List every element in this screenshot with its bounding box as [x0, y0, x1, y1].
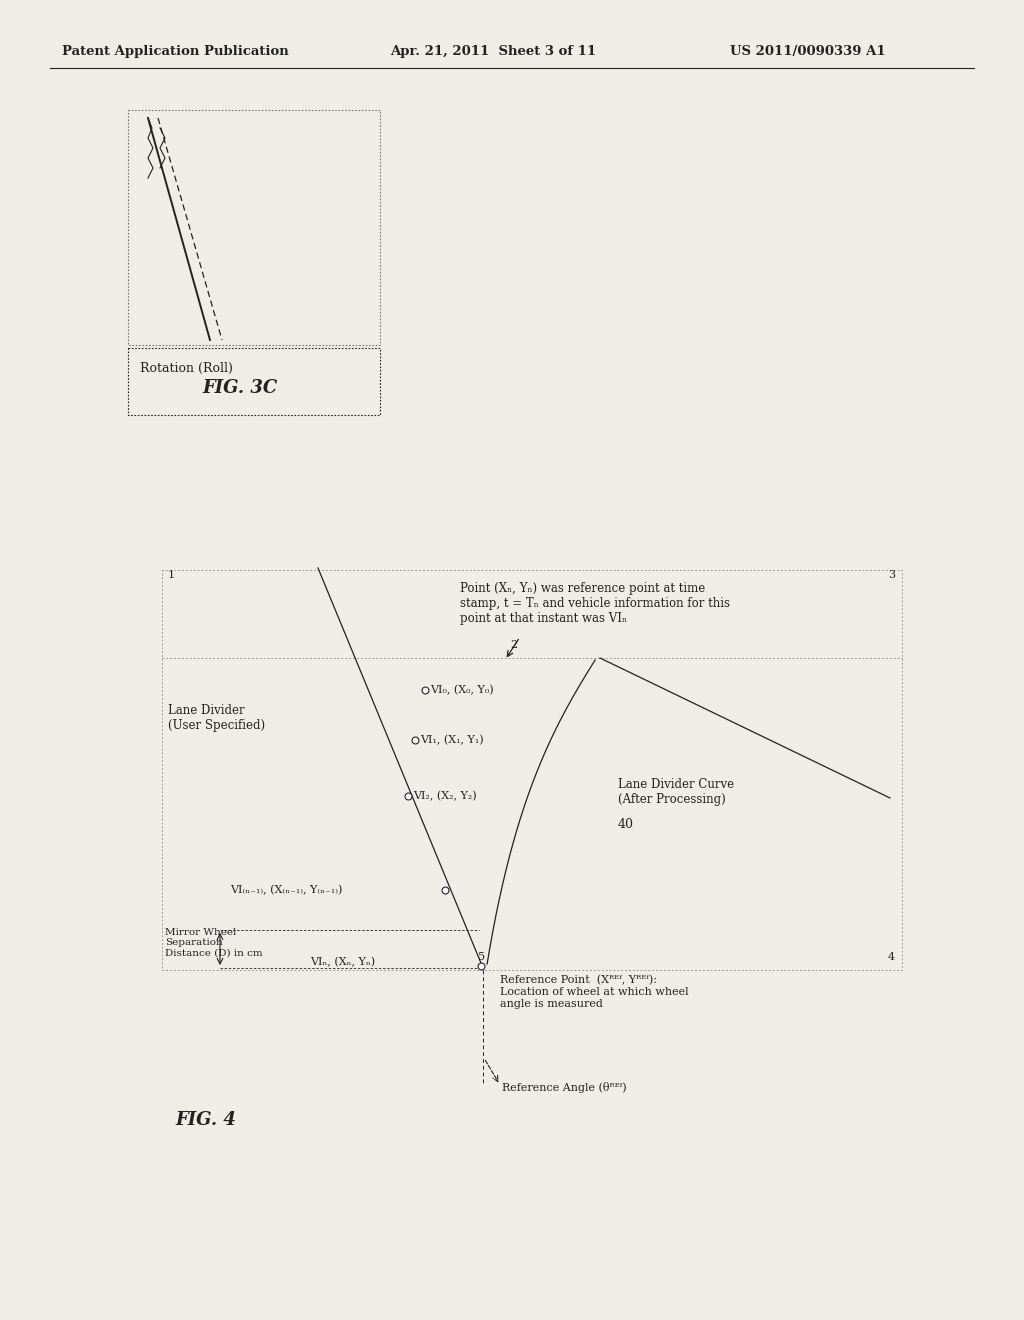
- Text: 1: 1: [168, 570, 175, 579]
- Text: Reference Angle (θᴿᴱᶠ): Reference Angle (θᴿᴱᶠ): [502, 1082, 627, 1093]
- Text: Lane Divider
(User Specified): Lane Divider (User Specified): [168, 704, 265, 733]
- Text: VIₙ, (Xₙ, Yₙ): VIₙ, (Xₙ, Yₙ): [310, 957, 375, 968]
- Text: FIG. 3C: FIG. 3C: [203, 379, 278, 397]
- Text: Reference Point  (Xᴿᴱᶠ, Yᴿᴱᶠ):
Location of wheel at which wheel
angle is measure: Reference Point (Xᴿᴱᶠ, Yᴿᴱᶠ): Location o…: [500, 975, 688, 1008]
- Text: Rotation (Roll): Rotation (Roll): [140, 362, 232, 375]
- Text: 2: 2: [510, 640, 517, 649]
- Text: Apr. 21, 2011  Sheet 3 of 11: Apr. 21, 2011 Sheet 3 of 11: [390, 45, 596, 58]
- Text: 3: 3: [888, 570, 895, 579]
- Text: US 2011/0090339 A1: US 2011/0090339 A1: [730, 45, 886, 58]
- Text: VI₁, (X₁, Y₁): VI₁, (X₁, Y₁): [420, 735, 483, 746]
- Text: Mirror Wheel
Separation
Distance (D) in cm: Mirror Wheel Separation Distance (D) in …: [165, 928, 262, 958]
- Text: VI₀, (X₀, Y₀): VI₀, (X₀, Y₀): [430, 685, 494, 696]
- Text: VI₍ₙ₋₁₎, (X₍ₙ₋₁₎, Y₍ₙ₋₁₎): VI₍ₙ₋₁₎, (X₍ₙ₋₁₎, Y₍ₙ₋₁₎): [230, 884, 342, 895]
- Text: Lane Divider Curve
(After Processing): Lane Divider Curve (After Processing): [618, 777, 734, 807]
- Text: 5: 5: [478, 952, 485, 962]
- Text: Point (Xₙ, Yₙ) was reference point at time
stamp, t = Tₙ and vehicle information: Point (Xₙ, Yₙ) was reference point at ti…: [460, 582, 730, 624]
- Text: FIG. 4: FIG. 4: [175, 1111, 236, 1129]
- Text: 40: 40: [618, 818, 634, 832]
- Text: Patent Application Publication: Patent Application Publication: [62, 45, 289, 58]
- Text: VI₂, (X₂, Y₂): VI₂, (X₂, Y₂): [413, 791, 476, 801]
- Text: 4: 4: [888, 952, 895, 962]
